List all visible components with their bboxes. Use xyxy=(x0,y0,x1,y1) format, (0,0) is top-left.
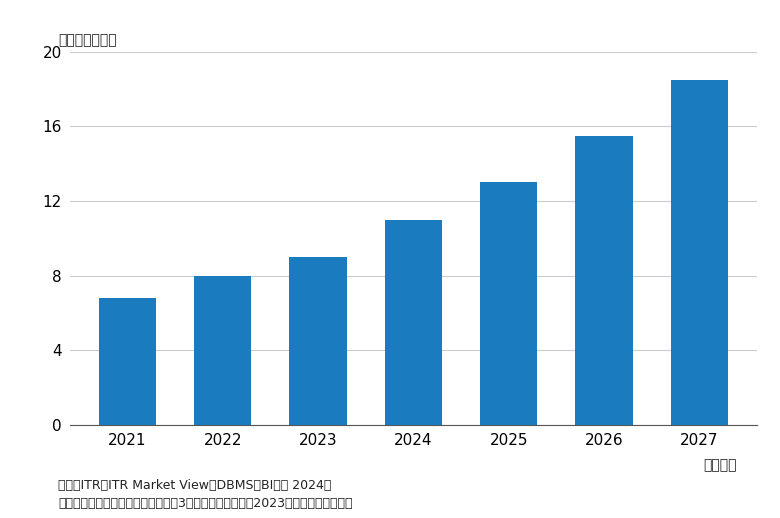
Bar xyxy=(576,136,633,425)
Bar xyxy=(671,80,728,425)
Text: （単位：億円）: （単位：億円） xyxy=(58,34,117,48)
Bar xyxy=(289,257,346,425)
Bar xyxy=(385,220,442,425)
Text: ＊ベンダーの売上金額を対象とし、3月期ベースで換算。2023年度以降は予測値。: ＊ベンダーの売上金額を対象とし、3月期ベースで換算。2023年度以降は予測値。 xyxy=(58,497,353,510)
Text: （年度）: （年度） xyxy=(704,458,737,472)
Text: 出典：ITR『ITR Market View：DBMS／BI市場 2024』: 出典：ITR『ITR Market View：DBMS／BI市場 2024』 xyxy=(58,479,332,492)
Bar xyxy=(99,298,156,425)
Bar xyxy=(194,276,251,425)
Bar xyxy=(480,182,537,425)
